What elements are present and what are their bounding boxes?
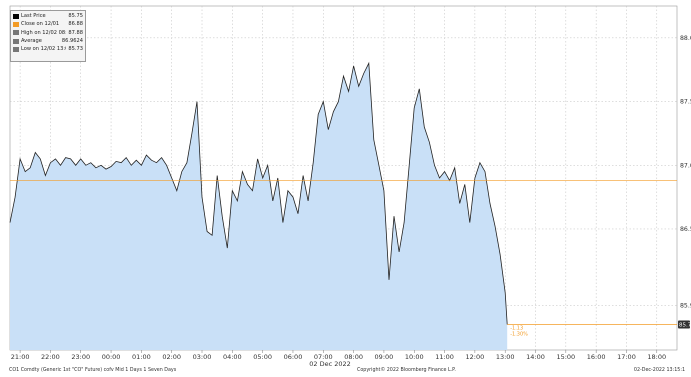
y-tick-label: 85.9	[680, 302, 691, 309]
x-axis-date-label: 02 Dec 2022	[309, 360, 351, 368]
x-tick-label: 03:00	[193, 353, 212, 361]
last-price-tag	[678, 320, 690, 329]
legend-entry: Last Price 85.75	[13, 12, 83, 20]
x-tick-label: 16:00	[587, 353, 606, 361]
footer-security-description: CO1 Comdty (Generic 1st "CO" Future) cof…	[9, 368, 177, 373]
legend-label: High on 12/02 08:20	[21, 29, 66, 36]
legend-swatch	[13, 13, 19, 19]
legend-entry: Close on 12/01 86.88	[13, 20, 83, 28]
chart-legend: Last Price 85.75 Close on 12/01 86.88 High o…	[10, 10, 86, 62]
x-tick-label: 02:00	[162, 353, 181, 361]
legend-entry: High on 12/02 08:2087.88	[13, 29, 83, 37]
footer-timestamp: 02-Dec-2022 13:15:1	[633, 368, 685, 373]
x-tick-label: 15:00	[556, 353, 575, 361]
price-area	[10, 63, 508, 351]
x-tick-label: 22:00	[41, 353, 60, 361]
x-tick-label: 17:00	[617, 353, 636, 361]
x-tick-label: 08:00	[344, 353, 363, 361]
legend-swatch	[13, 46, 19, 52]
price-line	[9, 61, 508, 325]
x-tick-label: 05:00	[253, 353, 272, 361]
legend-swatch	[13, 21, 19, 27]
last-price-tag-label: 85.75	[679, 323, 691, 329]
x-axis: 21:00 22:00 23:00 00:00 01:00 02:00 03:00 04:00…	[11, 350, 666, 361]
x-tick-label: 13:00	[496, 353, 515, 361]
y-tick-label: 87.0	[680, 162, 691, 169]
x-tick-label: 23:00	[71, 353, 90, 361]
legend-value: 87.88	[68, 29, 83, 36]
y-tick-label: 86.5	[680, 226, 691, 233]
x-tick-label: 18:00	[647, 353, 666, 361]
x-tick-label: 00:00	[102, 353, 121, 361]
x-tick-label: 12:00	[466, 353, 485, 361]
change-abs-label: -1.13	[510, 326, 523, 332]
legend-label: Average	[21, 38, 42, 45]
change-pct-label: -1.30%	[510, 332, 528, 338]
reference-lines: -1.13-1.30%	[10, 180, 677, 338]
y-axis: 85.9 86.5 87.0 87.5 88.0 85.75	[678, 35, 691, 329]
legend-value: 85.75	[68, 13, 83, 20]
legend-entry: Low on 12/02 13:0485.73	[13, 45, 83, 53]
x-tick-label: 09:00	[375, 353, 394, 361]
legend-value: 86.9624	[61, 38, 83, 45]
legend-label: Low on 12/02 13:04	[21, 46, 66, 53]
x-tick-label: 21:00	[11, 353, 30, 361]
x-tick-label: 06:00	[284, 353, 303, 361]
legend-label: Close on 12/01	[21, 21, 60, 28]
y-tick-label: 88.0	[680, 35, 691, 42]
legend-value: 85.73	[68, 46, 83, 53]
legend-swatch	[13, 38, 19, 44]
x-tick-label: 10:00	[405, 353, 424, 361]
y-tick-label: 87.5	[680, 99, 691, 106]
x-tick-label: 04:00	[223, 353, 242, 361]
x-tick-label: 11:00	[435, 353, 454, 361]
legend-swatch	[13, 30, 19, 36]
x-tick-label: 07:00	[314, 353, 333, 361]
x-tick-label: 01:00	[132, 353, 151, 361]
footer-copyright: Copyright© 2022 Bloomberg Finance L.P.	[357, 368, 456, 373]
x-tick-label: 14:00	[526, 353, 545, 361]
legend-value: 86.88	[68, 21, 83, 28]
legend-label: Last Price	[21, 13, 46, 20]
chart-plot	[9, 61, 508, 351]
legend-entry: Average 86.9624	[13, 37, 83, 45]
